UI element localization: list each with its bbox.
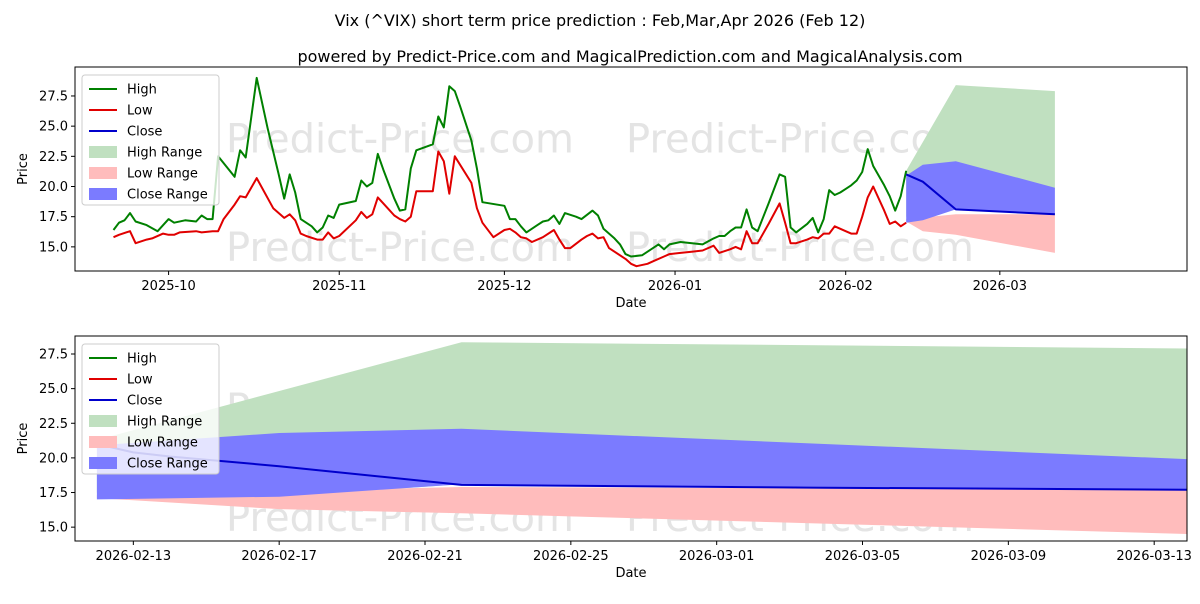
x-tick-label: 2026-02-13	[96, 549, 172, 564]
plot-area: Predict-Price.comPredict-Price.comPredic…	[96, 342, 1187, 541]
legend-label: Low Range	[127, 436, 198, 451]
low-series-line	[113, 150, 907, 268]
legend-label: Low	[127, 373, 153, 388]
chart-panel-full: Predict-Price.com Predict-Price.com Predic…	[16, 66, 1188, 311]
legend-label: Close Range	[127, 188, 208, 203]
legend-patch-swatch	[89, 415, 117, 427]
legend-label: High Range	[127, 146, 202, 161]
x-axis-label: Date	[615, 566, 646, 581]
legend-label: Low	[127, 104, 153, 119]
legend-label: High	[127, 352, 157, 367]
y-tick-label: 22.5	[39, 150, 68, 165]
legend-patch-swatch	[89, 167, 117, 179]
x-tick-label: 2026-03-05	[825, 549, 901, 564]
y-tick-label: 27.5	[39, 89, 68, 104]
y-tick-label: 17.5	[39, 486, 68, 501]
x-axis-label: Date	[615, 296, 646, 311]
y-tick-label: 22.5	[39, 417, 68, 432]
x-tick-label: 2026-03-01	[679, 549, 755, 564]
y-tick-label: 25.0	[39, 382, 68, 397]
legend-label: Close	[127, 125, 162, 140]
legend-patch-swatch	[89, 436, 117, 448]
plot-area: Predict-Price.com Predict-Price.com Predic…	[112, 76, 1055, 271]
legend-patch-swatch	[89, 188, 117, 200]
chart-subtitle: powered by Predict-Price.com and Magical…	[297, 47, 962, 66]
chart-panel-zoom: Predict-Price.comPredict-Price.comPredic…	[16, 335, 1192, 581]
x-tick-label: 2026-01	[648, 279, 702, 294]
x-tick-label: 2026-02	[819, 279, 873, 294]
legend-patch-swatch	[89, 146, 117, 158]
watermark-text: Predict-Price.com	[226, 225, 574, 271]
high-series-line	[112, 76, 908, 258]
watermark-text: Predict-Price.com	[226, 117, 574, 163]
y-tick-label: 20.0	[39, 451, 68, 466]
legend-label: High Range	[127, 415, 202, 430]
legend: High Low Close High Range Low Range Close Ran…	[81, 74, 220, 206]
low-range-band	[906, 214, 1055, 253]
x-tick-label: 2025-10	[141, 279, 195, 294]
legend: High Low Close High Range Low Range Close Ran…	[81, 343, 220, 475]
x-tick-label: 2026-03-09	[971, 549, 1047, 564]
legend-label: High	[127, 83, 157, 98]
x-tick-label: 2026-02-25	[533, 549, 609, 564]
high-range-band	[906, 85, 1055, 217]
watermark-text: Predict-Price.com	[626, 225, 974, 271]
close-series-line	[905, 173, 1055, 216]
axes-frame	[74, 66, 1188, 272]
legend-label: Low Range	[127, 167, 198, 182]
chart-title: Vix (^VIX) short term price prediction :…	[335, 11, 866, 30]
legend-patch-swatch	[89, 457, 117, 469]
y-tick-label: 27.5	[39, 348, 68, 363]
y-tick-label: 25.0	[39, 120, 68, 135]
x-tick-label: 2025-11	[312, 279, 366, 294]
x-tick-label: 2026-02-21	[387, 549, 463, 564]
low-range-band	[96, 487, 1187, 534]
x-tick-label: 2026-03	[973, 279, 1027, 294]
axes-frame	[74, 335, 1188, 542]
y-tick-label: 15.0	[39, 521, 68, 536]
y-tick-label: 17.5	[39, 210, 68, 225]
x-tick-label: 2026-02-17	[241, 549, 317, 564]
y-axis-label: Price	[16, 153, 31, 185]
x-tick-label: 2026-03-13	[1116, 549, 1192, 564]
close-range-band	[96, 428, 1187, 500]
close-range-band	[906, 161, 1055, 223]
legend-label: Close Range	[127, 457, 208, 472]
y-axis-label: Price	[16, 423, 31, 455]
x-tick-label: 2025-12	[477, 279, 531, 294]
y-tick-label: 15.0	[39, 240, 68, 255]
y-tick-label: 20.0	[39, 180, 68, 195]
legend-label: Close	[127, 394, 162, 409]
